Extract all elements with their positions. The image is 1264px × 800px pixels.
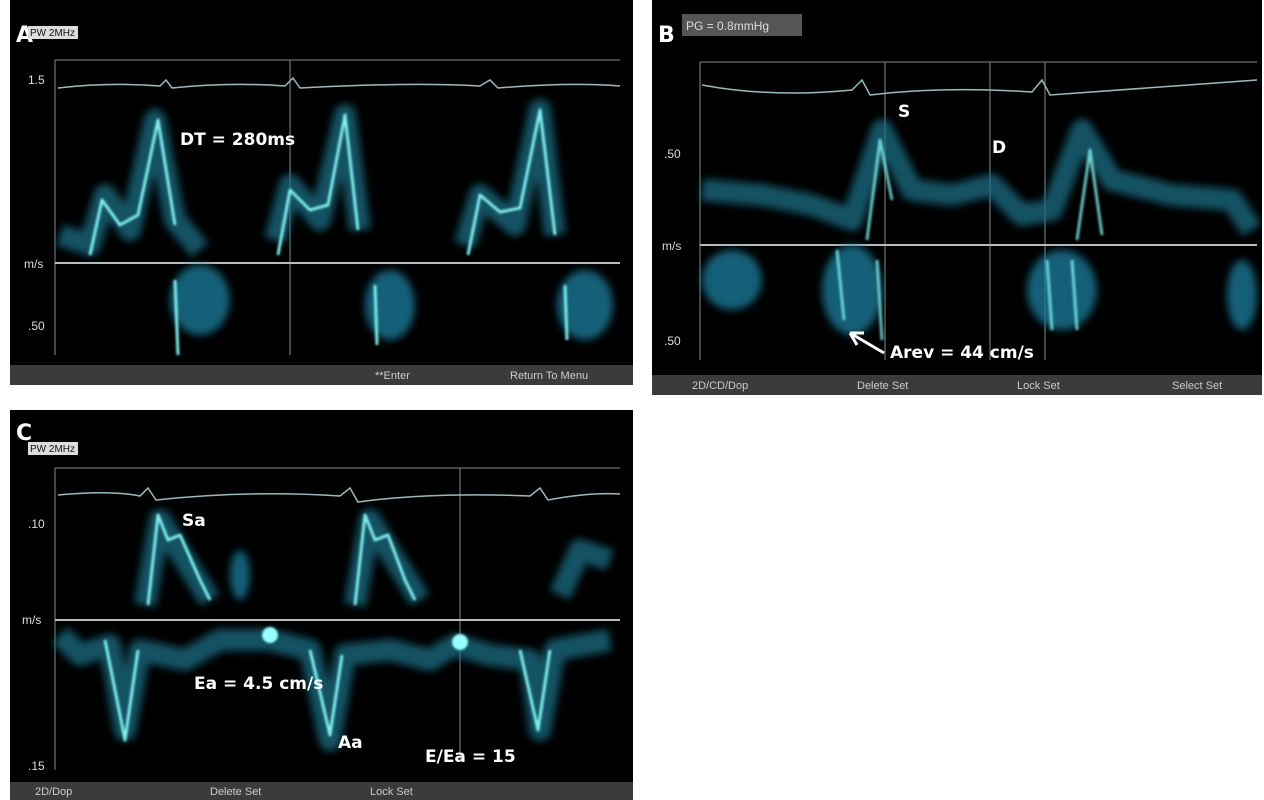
mode-label: PW 2MHz <box>30 28 75 39</box>
annotation: Sa <box>182 511 206 531</box>
doppler-envelope <box>835 138 1104 341</box>
panel-c: C PW 2MHz .10 m/s .15 Sa Ea = 4.5 cm/s A… <box>10 410 633 800</box>
menu-item: Delete Set <box>210 786 261 798</box>
menu-item: Lock Set <box>1017 380 1060 392</box>
annotation: D <box>992 138 1006 158</box>
doppler-haze <box>56 99 613 340</box>
axis-bottom: .50 <box>664 334 681 348</box>
annotation: Aa <box>338 733 363 753</box>
doppler-haze <box>701 119 1262 335</box>
axis-top: 1.5 <box>28 73 45 87</box>
header-label: PG = 0.8mmHg <box>686 19 769 33</box>
menu-item: Lock Set <box>370 786 413 798</box>
menu-bar <box>10 365 633 385</box>
mode-label: PW 2MHz <box>30 444 75 455</box>
menu-item: Delete Set <box>857 380 908 392</box>
menu-item: **Enter <box>375 370 410 382</box>
annotation: Arev = 44 cm/s <box>890 343 1034 363</box>
mode-box <box>28 442 78 455</box>
menu-bar <box>652 375 1262 395</box>
menu-bar <box>10 782 633 800</box>
header-box <box>682 14 802 36</box>
menu-item: 2D/CD/Dop <box>692 380 748 392</box>
axis-unit: m/s <box>24 257 43 271</box>
ecg-trace <box>57 486 621 503</box>
annotation: S <box>898 102 910 122</box>
doppler-envelope <box>88 108 569 356</box>
arrow <box>848 331 885 355</box>
menu-item: Return To Menu <box>510 370 588 382</box>
panel-a: A PW 2MHz 1.5 m/s .50 DT = 280ms **Enter… <box>10 0 633 385</box>
menu-item: Select Set <box>1172 380 1222 392</box>
annotation: Ea = 4.5 cm/s <box>194 674 323 694</box>
panel-b: B PG = 0.8mmHg .50 m/s .50 S D Arev = 44… <box>652 0 1262 395</box>
ecg-trace <box>701 78 1258 96</box>
ecg-trace <box>57 76 621 89</box>
axis-top: .50 <box>664 147 681 161</box>
panel-label: C <box>16 421 32 446</box>
menu-item: 2D/Dop <box>35 786 72 798</box>
mode-box <box>28 26 78 39</box>
axis-top: .10 <box>28 517 45 531</box>
axis-unit: m/s <box>22 613 41 627</box>
doppler-envelope <box>103 513 552 742</box>
axis-unit: m/s <box>662 239 681 253</box>
annotation: DT = 280ms <box>180 130 295 150</box>
annotation: E/Ea = 15 <box>425 747 516 767</box>
panel-label: B <box>658 23 675 48</box>
axis-bottom: .15 <box>28 759 45 773</box>
axis-bottom: .50 <box>28 319 45 333</box>
